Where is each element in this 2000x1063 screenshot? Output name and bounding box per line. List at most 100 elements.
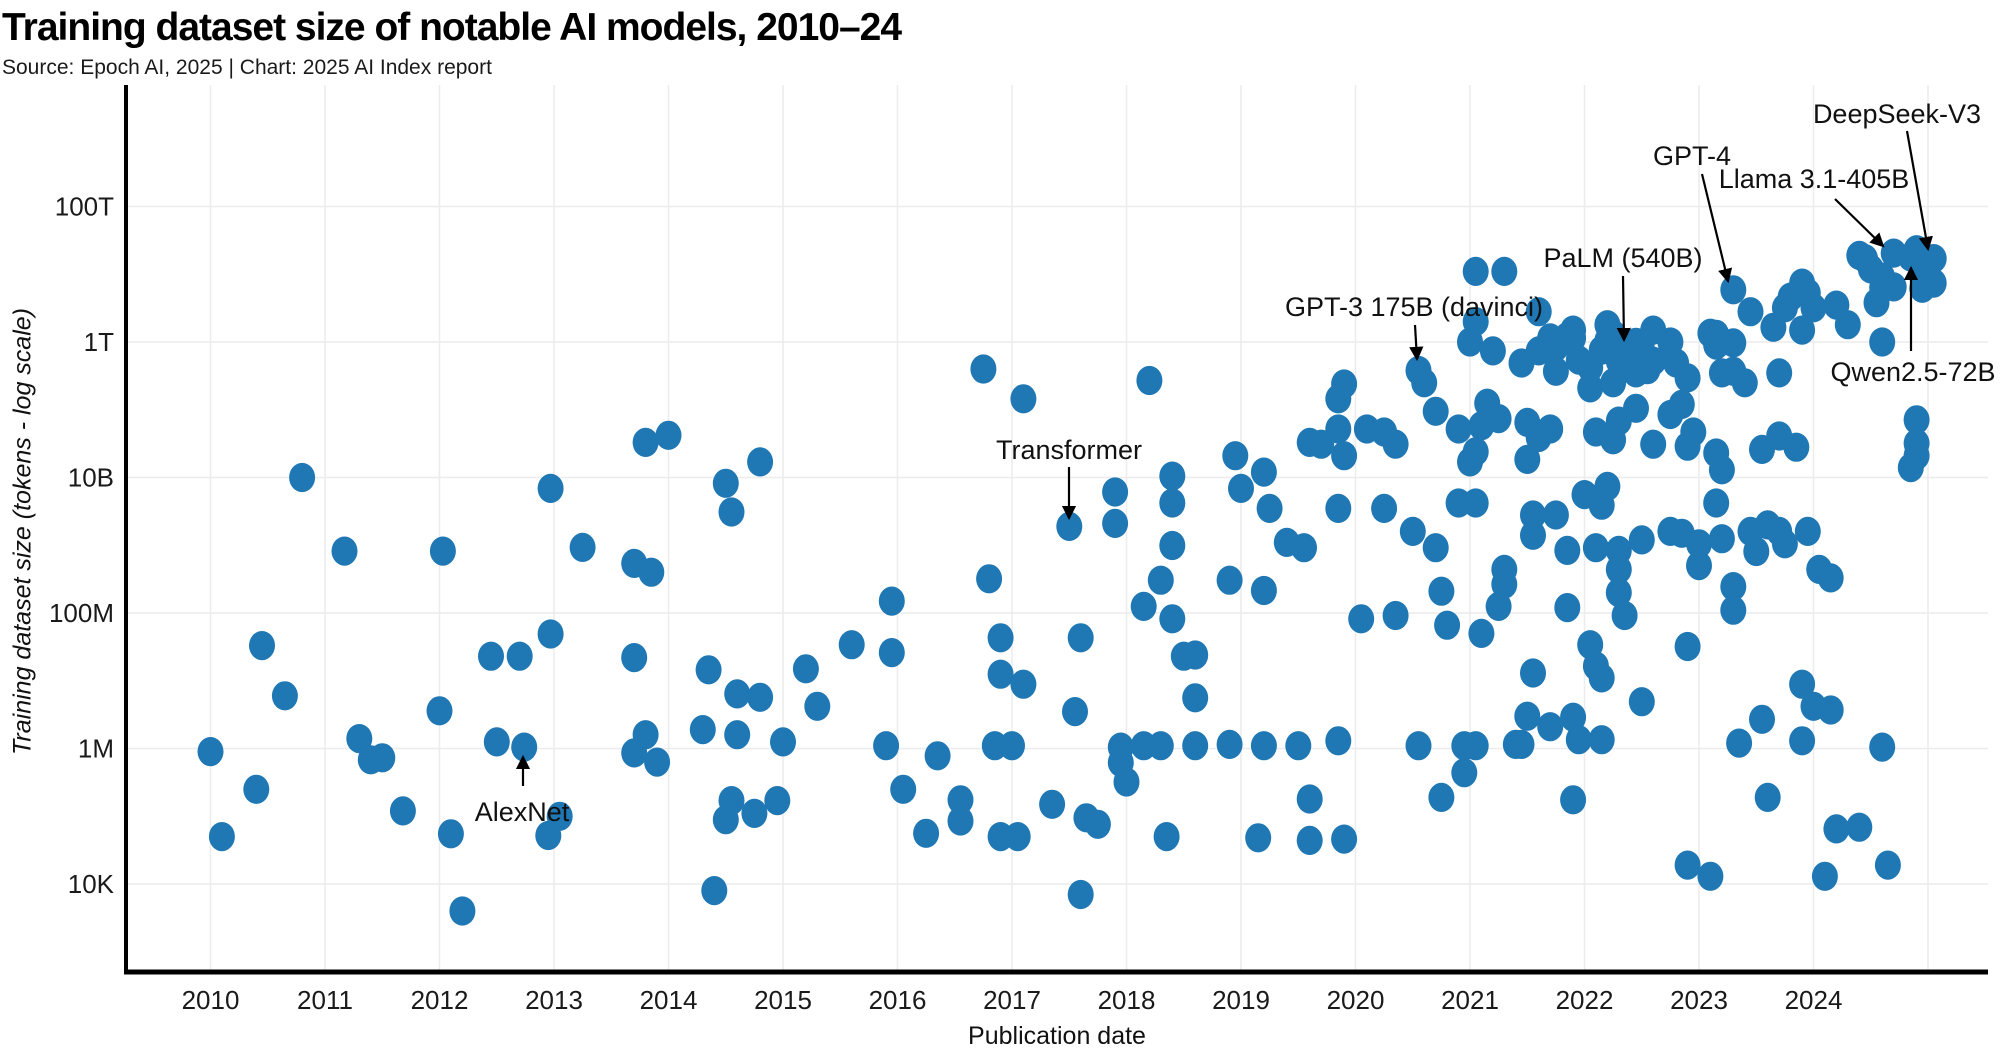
data-point [764,786,791,816]
data-point [1491,256,1518,286]
x-axis-title: Publication date [968,1022,1146,1050]
data-point [792,654,819,684]
data-point [1686,551,1712,581]
data-point [1554,593,1581,623]
data-point [429,536,456,566]
y-tick-label: 100T [55,192,114,222]
y-tick-label: 10K [68,869,115,899]
annotation-arrow-gpt-3-175b-davinci- [1409,324,1424,362]
data-point [537,473,564,503]
data-point [1245,823,1272,853]
data-point [1182,683,1209,713]
data-point [483,727,510,757]
data-point [1062,697,1088,727]
data-point [1537,414,1564,444]
data-point [1708,524,1735,554]
data-point [1445,414,1472,444]
annotation-arrow-deepseek-v3 [1905,130,1933,252]
data-point [1720,595,1747,625]
tick-labels: 2010 2011 2012 2013 2014 2015 2016 2017 2018 2019… [49,192,1842,1016]
data-point [1153,822,1180,852]
data-point [1405,731,1432,761]
data-point [1462,256,1489,286]
data-point [1325,493,1352,523]
data-point [1674,850,1701,880]
data-point [1039,789,1066,819]
data-point [1422,396,1449,426]
data-point [718,497,745,527]
data-point [369,743,396,773]
annotations: AlexNet Transformer GPT-3 175B (davinci)Pa… [475,99,1996,827]
data-point [747,447,774,477]
data-point [987,659,1014,689]
data-point [1920,268,1947,298]
data-point [331,536,358,566]
data-point [1783,432,1810,462]
data-point [537,619,564,649]
data-point [1743,536,1770,567]
data-point [1222,441,1249,471]
data-point [1720,572,1747,602]
data-point [1703,319,1730,349]
data-point [712,468,739,498]
data-point [1514,701,1541,731]
data-point [878,586,905,616]
x-tick-label: 2010 [182,985,240,1015]
data-point [701,876,728,906]
data-point [346,724,373,754]
data-point [1256,493,1283,523]
data-point [389,796,416,826]
data-point [1102,508,1129,538]
x-tick-label: 2011 [297,985,353,1015]
y-tick-label: 1M [78,734,114,764]
data-point [1170,641,1197,671]
data-point [947,785,974,815]
data-point [1296,784,1323,814]
data-point [1737,297,1764,327]
data-point [478,641,504,671]
data-point [1565,725,1592,755]
data-point [1640,429,1667,459]
data-point [770,727,796,757]
data-point [632,427,659,457]
data-point [1588,663,1615,693]
data-point [1159,461,1186,491]
data-point [1674,631,1701,662]
data-point [1291,533,1317,563]
data-point [197,737,224,767]
data-point [1130,591,1157,622]
data-point [1863,288,1890,318]
data-point [1250,575,1277,606]
data-point [1600,425,1627,455]
data-point [1674,363,1701,393]
annotation-label-palm-540b-: PaLM (540B) [1543,243,1702,273]
data-point [546,801,573,831]
data-point [1010,384,1037,414]
data-point [289,462,316,493]
data-point [1588,725,1615,755]
data-point [1331,369,1358,399]
data-point [1462,488,1489,518]
x-tick-label: 2021 [1441,985,1499,1015]
data-point [747,682,774,712]
data-point [1216,565,1243,595]
data-point [1754,782,1781,813]
data-point [1485,591,1512,622]
scatter-points [197,235,1947,926]
data-point [1250,457,1277,487]
data-point [1600,319,1627,349]
data-point [838,630,865,660]
data-point [1285,731,1312,761]
data-point [511,732,538,762]
data-point [1296,427,1323,457]
data-point [947,806,974,836]
data-point [1726,728,1753,758]
data-point [1874,850,1901,880]
data-point [1708,455,1735,485]
x-tick-label: 2016 [869,985,927,1015]
data-point [1869,732,1896,762]
data-point [1296,825,1323,856]
data-point [999,731,1025,761]
data-point [1462,731,1489,761]
